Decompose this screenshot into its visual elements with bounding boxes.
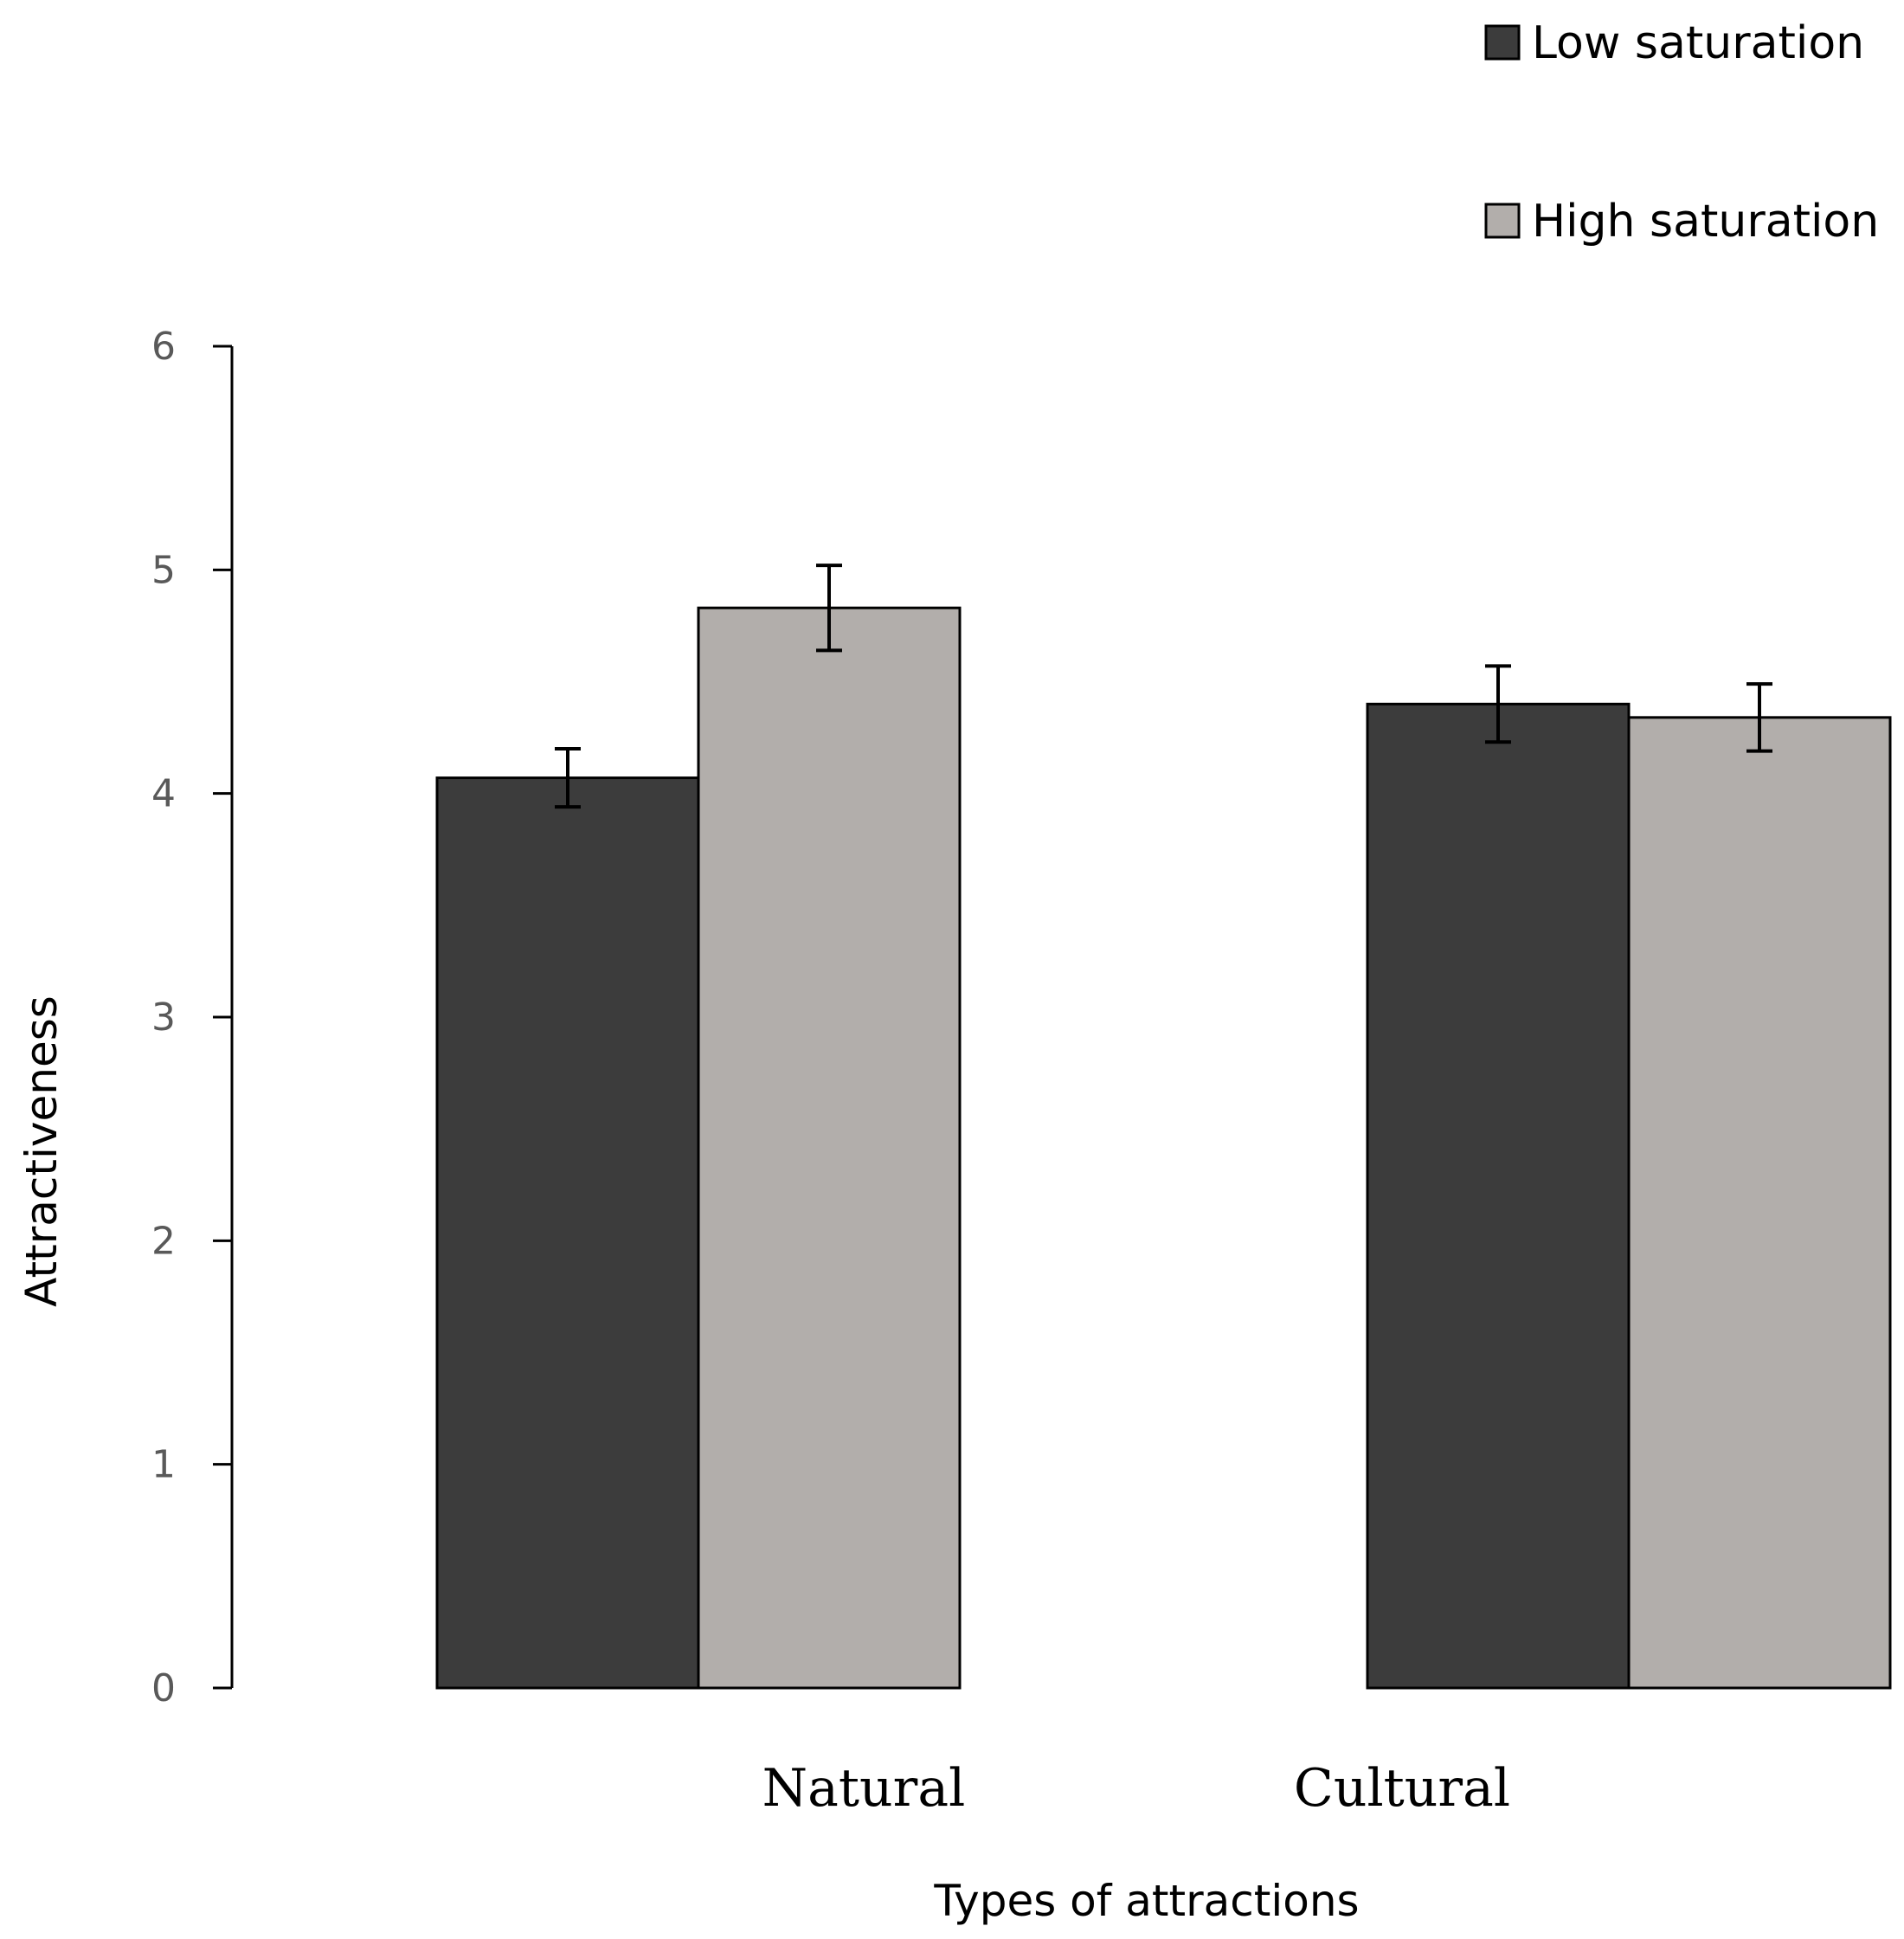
legend-label-high-saturation: High saturation xyxy=(1532,196,1879,248)
x-axis-title: Types of attractions xyxy=(933,1876,1359,1926)
y-tick-label: 3 xyxy=(151,995,176,1040)
y-tick-label: 6 xyxy=(151,325,176,369)
bar-natural-high-saturation xyxy=(697,606,962,1690)
legend-swatch-high-saturation xyxy=(1484,203,1521,239)
y-tick-label: 4 xyxy=(151,772,176,816)
error-bar xyxy=(1746,682,1772,753)
legend-swatch-low-saturation xyxy=(1484,24,1521,61)
error-bars xyxy=(555,564,1772,809)
error-bar xyxy=(555,747,581,809)
bar-cultural-low-saturation xyxy=(1366,702,1631,1690)
category-label-natural: Natural xyxy=(762,1758,966,1819)
y-tick-label: 0 xyxy=(151,1666,176,1710)
bar-natural-low-saturation xyxy=(435,776,700,1690)
y-tick-label: 2 xyxy=(151,1219,176,1263)
legend: Low saturation High saturation xyxy=(1484,17,1879,248)
y-axis-ticks: 0 1 2 3 4 5 6 xyxy=(151,325,232,1710)
error-bar xyxy=(816,564,842,653)
y-tick-label: 1 xyxy=(151,1443,176,1487)
y-axis-title: Attractiveness xyxy=(16,995,67,1307)
bar-cultural-high-saturation xyxy=(1627,716,1892,1690)
y-tick-label: 5 xyxy=(151,548,176,592)
error-bar xyxy=(1485,664,1511,744)
category-label-cultural: Cultural xyxy=(1294,1758,1510,1819)
bars xyxy=(435,606,1892,1690)
legend-label-low-saturation: Low saturation xyxy=(1532,17,1864,69)
category-labels: Natural Cultural xyxy=(762,1758,1510,1819)
